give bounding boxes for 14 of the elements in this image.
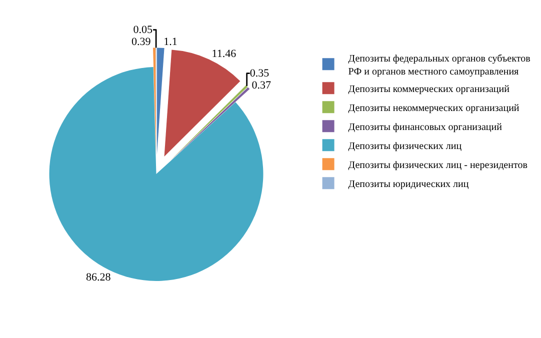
legend-label: Депозиты федеральных органов субъектов РФ и органов местного самоуправления	[348, 54, 531, 78]
legend-label: Депозиты коммерческих организаций	[348, 84, 510, 96]
legend-label: Депозиты некоммерческих организаций	[348, 103, 520, 114]
data-label: 0.05	[133, 24, 154, 36]
data-label: 0.37	[252, 79, 272, 92]
legend-label: Депозиты физических лиц - нерезидентов	[348, 160, 528, 172]
data-label: 0.39	[132, 36, 152, 48]
legend-label: Депозиты финансовых организаций	[348, 122, 503, 134]
data-label: 86.28	[86, 271, 112, 284]
legend-label: Депозиты юридических лиц	[348, 179, 470, 190]
legend-label: Депозиты физических лиц	[348, 141, 462, 152]
data-label: 11.46	[212, 48, 237, 60]
data-label: 0.35	[250, 67, 270, 80]
data-label: 1.1	[164, 36, 178, 48]
